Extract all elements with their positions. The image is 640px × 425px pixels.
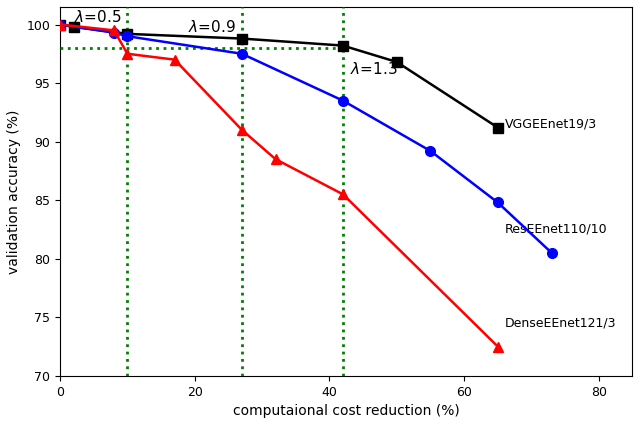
Text: $\lambda$=0.5: $\lambda$=0.5 xyxy=(74,9,121,25)
Text: DenseEEnet121/3: DenseEEnet121/3 xyxy=(504,317,616,329)
X-axis label: computaional cost reduction (%): computaional cost reduction (%) xyxy=(233,404,460,418)
Text: $\lambda$=0.9: $\lambda$=0.9 xyxy=(188,19,236,35)
Text: VGGEEnet19/3: VGGEEnet19/3 xyxy=(504,118,596,130)
Y-axis label: validation accuracy (%): validation accuracy (%) xyxy=(7,109,21,274)
Text: $\lambda$=1.3: $\lambda$=1.3 xyxy=(349,61,397,76)
Text: ResEEnet110/10: ResEEnet110/10 xyxy=(504,223,607,236)
